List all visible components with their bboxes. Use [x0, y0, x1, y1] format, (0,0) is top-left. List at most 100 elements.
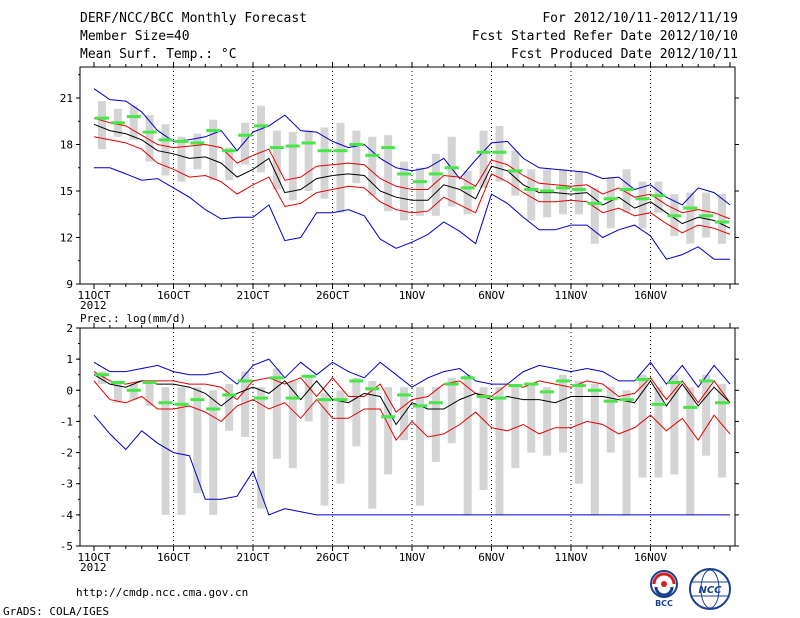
x-tick-label: 11OCT: [77, 289, 110, 302]
min-line: [94, 167, 730, 260]
median-marker: [587, 201, 602, 205]
median-marker: [94, 116, 109, 120]
y-tick-label: 1: [66, 353, 73, 366]
spread-box: [543, 387, 552, 456]
median-marker: [253, 124, 268, 128]
median-marker: [492, 150, 507, 154]
spread-box: [352, 130, 361, 184]
median-marker: [365, 153, 380, 157]
spread-box: [304, 130, 313, 191]
spread-box: [686, 387, 695, 515]
spread-box: [511, 150, 520, 196]
x-tick-label: 1NOV: [399, 289, 426, 302]
p10-line: [93, 136, 731, 235]
spread-box: [447, 136, 456, 207]
median-marker: [460, 376, 475, 380]
median-marker: [540, 390, 555, 394]
x-tick-label: 11OCT: [77, 551, 110, 564]
median-marker: [190, 141, 205, 145]
spread-box: [145, 380, 154, 406]
spread-box: [463, 170, 472, 215]
median-marker: [444, 382, 459, 386]
spread-box: [209, 119, 218, 181]
median-marker: [158, 401, 173, 405]
spread-box: [161, 124, 170, 176]
median-marker: [142, 381, 157, 384]
median-marker: [524, 187, 539, 191]
median-marker: [381, 146, 396, 150]
median-marker: [349, 379, 364, 383]
y-tick-label: 21: [60, 92, 73, 105]
median-marker: [190, 398, 205, 402]
x-tick-label: 16NOV: [634, 551, 667, 564]
median-marker: [158, 138, 173, 142]
median-marker: [317, 149, 332, 153]
spread-box: [288, 380, 297, 469]
spread-box: [638, 374, 647, 478]
spread-box: [606, 177, 615, 229]
median-marker: [301, 141, 316, 145]
precipitation-panel: -5 -4 -3 -2 -1 0 1 2 11OCT 16OCT 21OCT 26OCT 1NOV 6NO…: [60, 322, 739, 574]
y-tick-label: -1: [60, 415, 73, 428]
variable-label-prec: Prec.: log(mm/d): [80, 312, 186, 325]
spread-box: [527, 384, 536, 453]
spread-box: [368, 136, 377, 196]
x-tick-label: 6NOV: [478, 551, 505, 564]
spread-box: [479, 387, 488, 490]
ncc-logo-icon: NCC: [689, 568, 731, 610]
spread-box: [145, 115, 154, 162]
median-marker: [206, 407, 221, 411]
spread-box: [161, 387, 170, 515]
max-line: [93, 358, 731, 389]
spread-box: [622, 390, 631, 515]
spread-box: [241, 122, 250, 165]
y-tick-label: 9: [66, 278, 73, 291]
spread-box: [129, 105, 138, 140]
spread-box: [193, 133, 202, 170]
median-marker: [412, 404, 427, 408]
spread-box: [336, 122, 345, 213]
median-marker: [556, 186, 571, 190]
footer-url[interactable]: http://cmdp.ncc.cma.gov.cn: [76, 586, 248, 599]
x-tick-label: 21OCT: [236, 289, 269, 302]
spread-box: [654, 181, 663, 213]
median-marker: [571, 187, 586, 191]
spread-box: [622, 169, 631, 213]
spread-box: [256, 387, 265, 509]
median-marker: [556, 379, 571, 383]
median-marker: [715, 401, 730, 405]
spread-box: [574, 170, 583, 215]
median-marker: [94, 373, 109, 377]
spread-box: [384, 135, 393, 212]
spread-box: [129, 384, 138, 400]
median-marker: [715, 220, 730, 224]
spread-box: [718, 384, 727, 478]
median-marker: [412, 180, 427, 184]
spread-box: [225, 384, 234, 431]
x-tick-label: 16NOV: [634, 289, 667, 302]
bcc-logo-icon: BCC: [650, 570, 678, 608]
median-marker: [699, 214, 714, 218]
median-marker: [269, 376, 284, 380]
median-marker: [142, 130, 157, 134]
median-marker: [667, 381, 682, 384]
spread-box: [97, 371, 106, 385]
median-marker: [126, 388, 141, 392]
x-tick-label: 11NOV: [554, 551, 587, 564]
y-tick-label: 18: [60, 139, 73, 152]
spread-box: [97, 101, 106, 150]
median-marker: [635, 197, 650, 201]
median-marker: [110, 381, 125, 384]
x-tick-label: 16OCT: [157, 289, 190, 302]
median-marker: [476, 395, 491, 399]
median-marker: [365, 387, 380, 391]
grads-credit: GrADS: COLA/IGES: [3, 605, 109, 618]
forecast-period: For 2012/10/11-2012/11/19: [542, 11, 738, 26]
x-year-label: 2012: [80, 299, 107, 312]
x-tick-label: 26OCT: [316, 551, 349, 564]
spread-box: [352, 377, 361, 447]
spread-box: [209, 390, 218, 515]
spread-box: [527, 169, 536, 221]
spread-box: [511, 384, 520, 469]
spread-box: [590, 187, 599, 244]
